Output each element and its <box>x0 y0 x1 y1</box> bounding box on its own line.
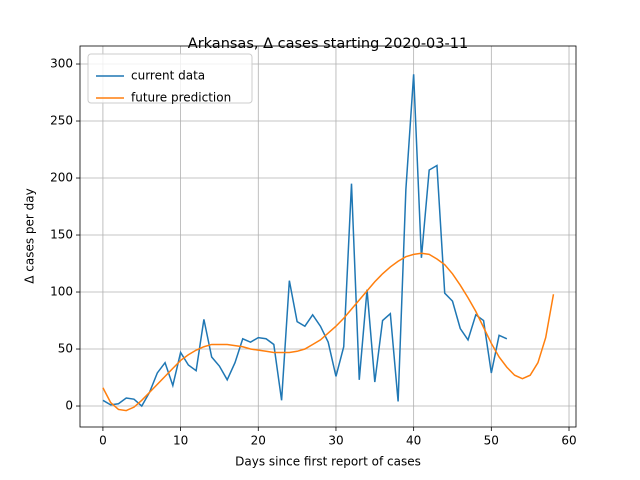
x-tick-label: 50 <box>484 434 499 448</box>
x-tick-label: 20 <box>251 434 266 448</box>
data-line <box>102 74 508 408</box>
x-tick-label: 0 <box>99 434 107 448</box>
x-tick-label: 40 <box>406 434 421 448</box>
x-tick-label: 30 <box>328 434 343 448</box>
legend-box <box>87 53 253 104</box>
y-tick-label: 200 <box>50 171 73 185</box>
y-tick-label: 0 <box>65 399 73 413</box>
data-line <box>102 252 555 412</box>
y-tick-label: 50 <box>58 342 73 356</box>
y-tick-label: 150 <box>50 228 73 242</box>
y-tick-label: 300 <box>50 57 73 71</box>
x-axis-label: Days since first report of cases <box>235 455 421 469</box>
y-tick-label: 250 <box>50 114 73 128</box>
x-tick-label: 60 <box>561 434 576 448</box>
y-tick-label: 100 <box>50 285 73 299</box>
x-tick-label: 10 <box>173 434 188 448</box>
legend-label: current data <box>131 69 205 83</box>
chart-title: Arkansas, Δ cases starting 2020-03-11 <box>188 36 468 52</box>
plot-frame <box>79 45 577 428</box>
y-axis-label: Δ cases per day <box>23 188 37 284</box>
legend-label: future prediction <box>131 91 231 105</box>
